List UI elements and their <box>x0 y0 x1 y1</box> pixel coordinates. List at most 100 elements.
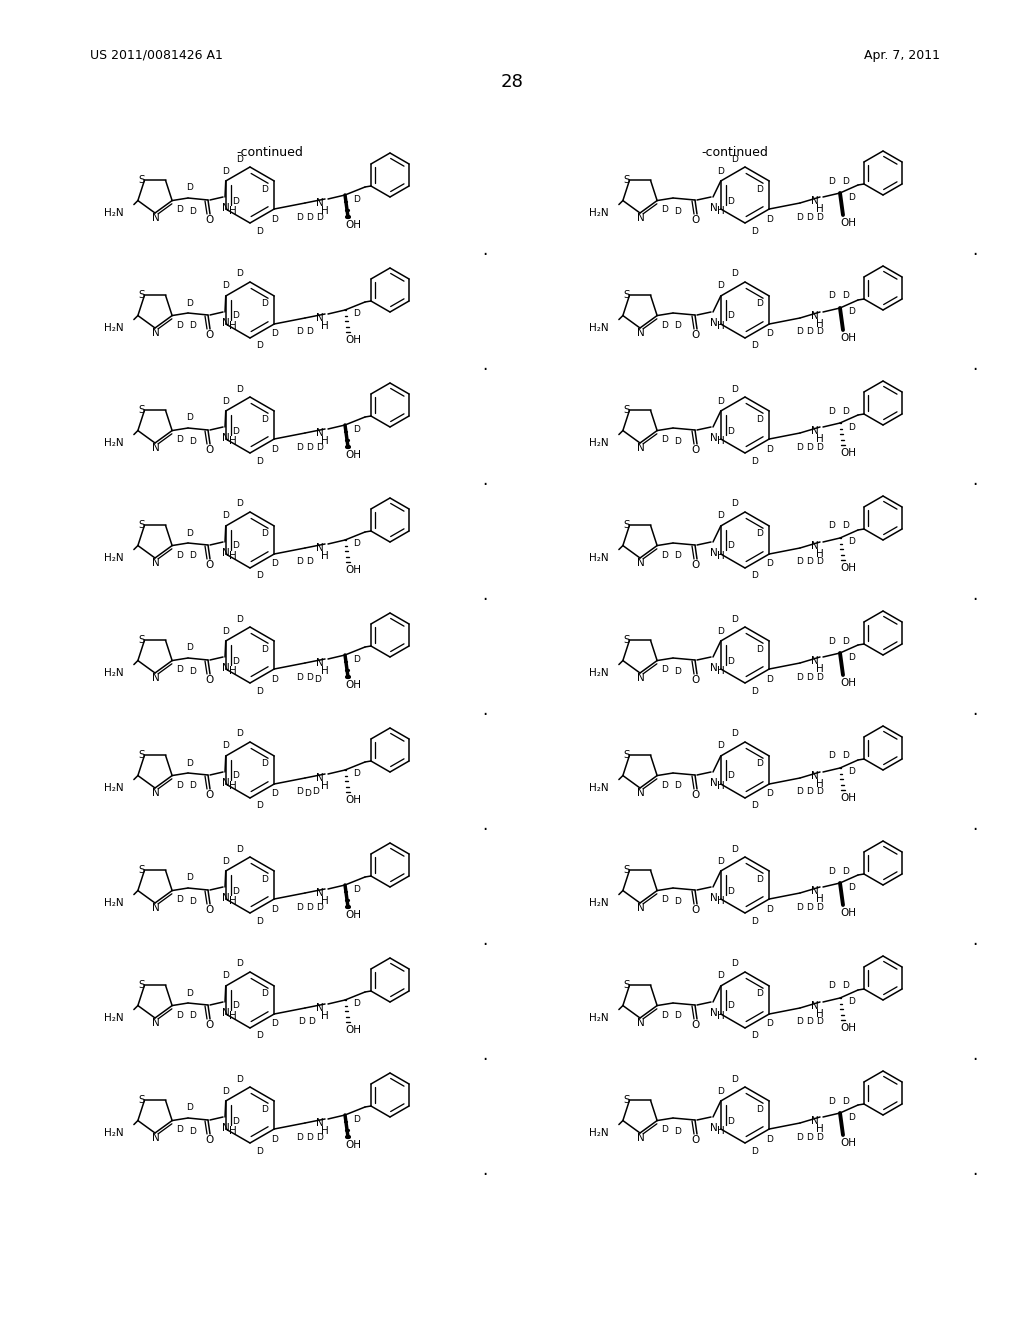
Text: D: D <box>662 206 669 214</box>
Text: D: D <box>189 781 197 791</box>
Text: H: H <box>816 434 824 444</box>
Text: O: O <box>692 906 700 915</box>
Text: D: D <box>261 759 267 768</box>
Text: D: D <box>807 672 813 681</box>
Text: -continued: -continued <box>701 145 768 158</box>
Text: .: . <box>482 586 487 605</box>
Text: D: D <box>727 656 734 665</box>
Text: OH: OH <box>345 220 361 230</box>
Text: .: . <box>973 586 978 605</box>
Text: D: D <box>189 206 197 215</box>
Text: D: D <box>257 1031 263 1040</box>
Text: D: D <box>176 895 183 904</box>
Text: O: O <box>692 445 700 455</box>
Text: D: D <box>756 874 763 883</box>
Text: D: D <box>718 166 724 176</box>
Text: H: H <box>229 896 237 906</box>
Text: N: N <box>153 903 160 913</box>
Text: 28: 28 <box>501 73 523 91</box>
Text: D: D <box>797 903 804 912</box>
Text: H: H <box>717 1126 725 1137</box>
Text: D: D <box>257 572 263 581</box>
Text: D: D <box>176 1126 183 1134</box>
Text: D: D <box>662 895 669 904</box>
Text: H₂N: H₂N <box>589 553 609 562</box>
Text: D: D <box>731 615 738 623</box>
Text: O: O <box>692 789 700 800</box>
Text: D: D <box>807 903 813 912</box>
Text: .: . <box>973 931 978 949</box>
Text: N: N <box>637 558 645 568</box>
Text: D: D <box>353 655 360 664</box>
Text: D: D <box>843 521 850 531</box>
Text: D: D <box>222 627 229 635</box>
Text: N: N <box>637 1018 645 1028</box>
Text: S: S <box>624 176 630 185</box>
Text: H: H <box>717 206 725 216</box>
Text: D: D <box>843 407 850 416</box>
Text: D: D <box>270 904 278 913</box>
Text: O: O <box>205 330 213 341</box>
Text: D: D <box>843 177 850 186</box>
Text: D: D <box>257 1147 263 1155</box>
Text: H: H <box>717 896 725 906</box>
Text: D: D <box>727 1002 734 1011</box>
Text: OH: OH <box>840 564 856 573</box>
Text: O: O <box>205 445 213 455</box>
Text: N: N <box>637 788 645 799</box>
Text: D: D <box>718 511 724 520</box>
Text: D: D <box>270 675 278 684</box>
Text: D: D <box>257 342 263 351</box>
Text: D: D <box>675 896 681 906</box>
Text: D: D <box>261 1105 267 1114</box>
Text: D: D <box>843 751 850 760</box>
Text: O: O <box>692 1020 700 1030</box>
Text: .: . <box>973 1162 978 1179</box>
Text: N: N <box>316 1003 324 1012</box>
Text: .: . <box>482 1045 487 1064</box>
Text: D: D <box>237 730 244 738</box>
Text: D: D <box>306 213 313 222</box>
Text: O: O <box>692 215 700 224</box>
Text: H₂N: H₂N <box>104 553 124 562</box>
Text: H₂N: H₂N <box>589 322 609 333</box>
Text: D: D <box>718 281 724 290</box>
Text: O: O <box>692 1135 700 1144</box>
Text: S: S <box>138 176 144 185</box>
Text: D: D <box>828 292 836 301</box>
Text: D: D <box>222 972 229 981</box>
Text: N: N <box>811 656 819 667</box>
Text: O: O <box>205 1020 213 1030</box>
Text: .: . <box>482 1162 487 1179</box>
Text: H₂N: H₂N <box>589 1127 609 1138</box>
Text: D: D <box>727 426 734 436</box>
Text: D: D <box>662 550 669 560</box>
Text: D: D <box>189 322 197 330</box>
Text: D: D <box>237 269 244 279</box>
Text: D: D <box>222 1086 229 1096</box>
Text: H: H <box>229 667 237 676</box>
Text: D: D <box>176 436 183 445</box>
Text: D: D <box>261 874 267 883</box>
Text: H₂N: H₂N <box>104 322 124 333</box>
Text: D: D <box>186 1104 194 1113</box>
Text: D: D <box>270 560 278 569</box>
Text: D: D <box>756 1105 763 1114</box>
Text: D: D <box>662 436 669 445</box>
Text: S: S <box>624 751 630 760</box>
Text: D: D <box>353 309 360 318</box>
Text: D: D <box>232 197 240 206</box>
Text: D: D <box>222 742 229 751</box>
Text: D: D <box>797 327 804 337</box>
Text: H: H <box>816 319 824 329</box>
Text: D: D <box>306 1133 313 1142</box>
Text: H: H <box>229 321 237 331</box>
Text: N: N <box>811 195 819 206</box>
Text: D: D <box>727 1117 734 1126</box>
Text: N: N <box>811 886 819 896</box>
Text: D: D <box>816 903 823 912</box>
Text: S: S <box>138 866 144 875</box>
Text: D: D <box>843 292 850 301</box>
Text: D: D <box>849 883 855 891</box>
Text: OH: OH <box>840 1138 856 1148</box>
